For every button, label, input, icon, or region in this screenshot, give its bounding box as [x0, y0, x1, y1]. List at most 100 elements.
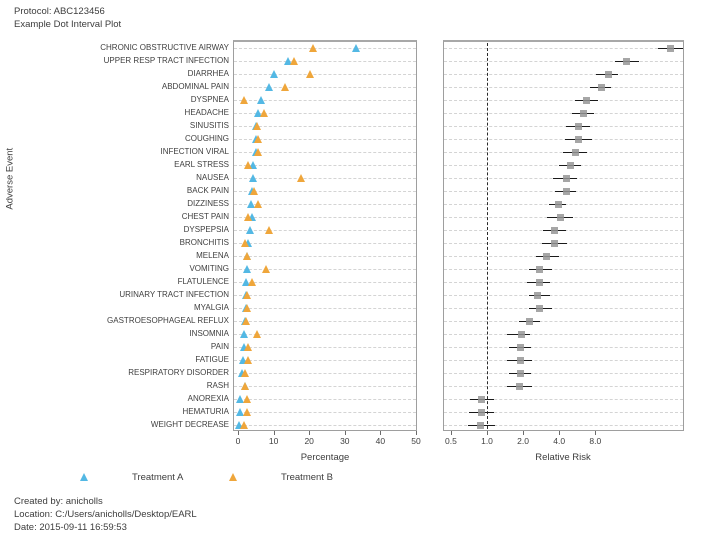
category-label: UPPER RESP TRACT INFECTION	[103, 55, 229, 65]
percentage-panel	[233, 40, 417, 431]
gridline	[234, 321, 416, 322]
gridline	[444, 386, 683, 387]
gridline	[444, 334, 683, 335]
gridline	[234, 87, 416, 88]
axis-tick-label: 2.0	[517, 436, 530, 446]
gridline	[444, 295, 683, 296]
treatment-b-marker	[242, 316, 251, 325]
gridline	[444, 87, 683, 88]
category-label: SINUSITIS	[189, 120, 229, 130]
axis-tick	[344, 431, 346, 435]
treatment-b-marker	[254, 147, 263, 156]
axis-tick-label: 8.0	[589, 436, 602, 446]
rr-point-estimate	[582, 97, 590, 104]
rr-point-estimate	[551, 227, 559, 234]
rr-point-estimate	[517, 331, 525, 338]
category-label: GASTROESOPHAGEAL REFLUX	[107, 315, 229, 325]
gridline	[444, 373, 683, 374]
treatment-b-marker	[244, 355, 253, 364]
rr-point-estimate	[562, 175, 570, 182]
rr-point-estimate	[604, 71, 612, 78]
gridline	[234, 217, 416, 218]
footer-created-by: Created by: anicholls	[14, 496, 103, 507]
category-label: FATIGUE	[195, 354, 229, 364]
axis-tick	[487, 431, 488, 435]
treatment-a-marker	[242, 264, 251, 273]
rr-point-estimate	[515, 383, 523, 390]
rr-point-estimate	[579, 110, 587, 117]
rr-point-estimate	[534, 292, 542, 299]
category-label: VOMITING	[189, 263, 229, 273]
legend-label-treatment-b: Treatment B	[281, 472, 333, 483]
treatment-b-marker	[241, 381, 250, 390]
gridline	[444, 347, 683, 348]
gridline	[234, 295, 416, 296]
gridline	[444, 74, 683, 75]
gridline	[234, 412, 416, 413]
treatment-b-marker	[253, 199, 262, 208]
treatment-a-marker	[245, 225, 254, 234]
gridline	[234, 282, 416, 283]
gridline	[234, 178, 416, 179]
category-label: HEADACHE	[184, 107, 229, 117]
treatment-b-marker	[241, 368, 250, 377]
rr-point-estimate	[575, 136, 583, 143]
treatment-b-marker	[289, 56, 298, 65]
axis-tick	[450, 431, 452, 435]
category-label: BACK PAIN	[186, 185, 229, 195]
rr-point-estimate	[477, 422, 485, 429]
axis-tick	[523, 431, 525, 435]
category-label: EARL STRESS	[174, 159, 229, 169]
rr-point-estimate	[536, 266, 544, 273]
treatment-a-marker	[240, 342, 249, 351]
treatment-b-marker	[243, 394, 252, 403]
treatment-b-marker	[309, 43, 318, 52]
gridline	[444, 425, 683, 426]
treatment-b-marker	[253, 121, 262, 130]
rr-point-estimate	[516, 357, 524, 364]
relative-risk-axis-label: Relative Risk	[535, 452, 591, 463]
treatment-b-marker	[243, 212, 252, 221]
treatment-a-marker	[246, 199, 255, 208]
category-label: WEIGHT DECREASE	[150, 419, 229, 429]
treatment-a-marker	[239, 355, 248, 364]
category-label: DIZZINESS	[187, 198, 229, 208]
category-label: COUGHING	[185, 133, 229, 143]
category-label: MELENA	[196, 250, 229, 260]
gridline	[234, 334, 416, 335]
rr-point-estimate	[477, 409, 485, 416]
plot-title: Example Dot Interval Plot	[14, 19, 122, 30]
treatment-b-marker	[253, 134, 262, 143]
rr-point-estimate	[567, 162, 575, 169]
treatment-a-marker	[248, 212, 257, 221]
gridline	[444, 256, 683, 257]
treatment-a-marker	[264, 82, 273, 91]
treatment-b-marker	[243, 251, 252, 260]
legend-label-treatment-a: Treatment A	[132, 472, 184, 483]
gridline	[234, 386, 416, 387]
rr-point-estimate	[556, 214, 564, 221]
category-label: DYSPEPSIA	[183, 224, 229, 234]
rr-point-estimate	[562, 188, 570, 195]
treatment-a-marker	[351, 43, 360, 52]
category-label: INFECTION VIRAL	[160, 146, 229, 156]
treatment-a-marker	[256, 95, 265, 104]
treatment-b-marker	[241, 238, 250, 247]
percentage-axis-label: Percentage	[300, 452, 350, 463]
axis-tick	[309, 431, 311, 435]
category-label: CHEST PAIN	[181, 211, 229, 221]
gridline	[444, 282, 683, 283]
rr-point-estimate	[623, 58, 631, 65]
category-label: RESPIRATORY DISORDER	[128, 367, 229, 377]
category-label: BRONCHITIS	[179, 237, 229, 247]
category-label: INSOMNIA	[189, 328, 229, 338]
gridline	[234, 399, 416, 400]
gridline	[444, 100, 683, 101]
gridline	[234, 269, 416, 270]
treatment-b-marker	[243, 303, 252, 312]
treatment-b-marker	[242, 407, 251, 416]
category-label: DYSPNEA	[190, 94, 229, 104]
category-label: HEMATURIA	[182, 406, 229, 416]
rr-point-estimate	[575, 123, 583, 130]
